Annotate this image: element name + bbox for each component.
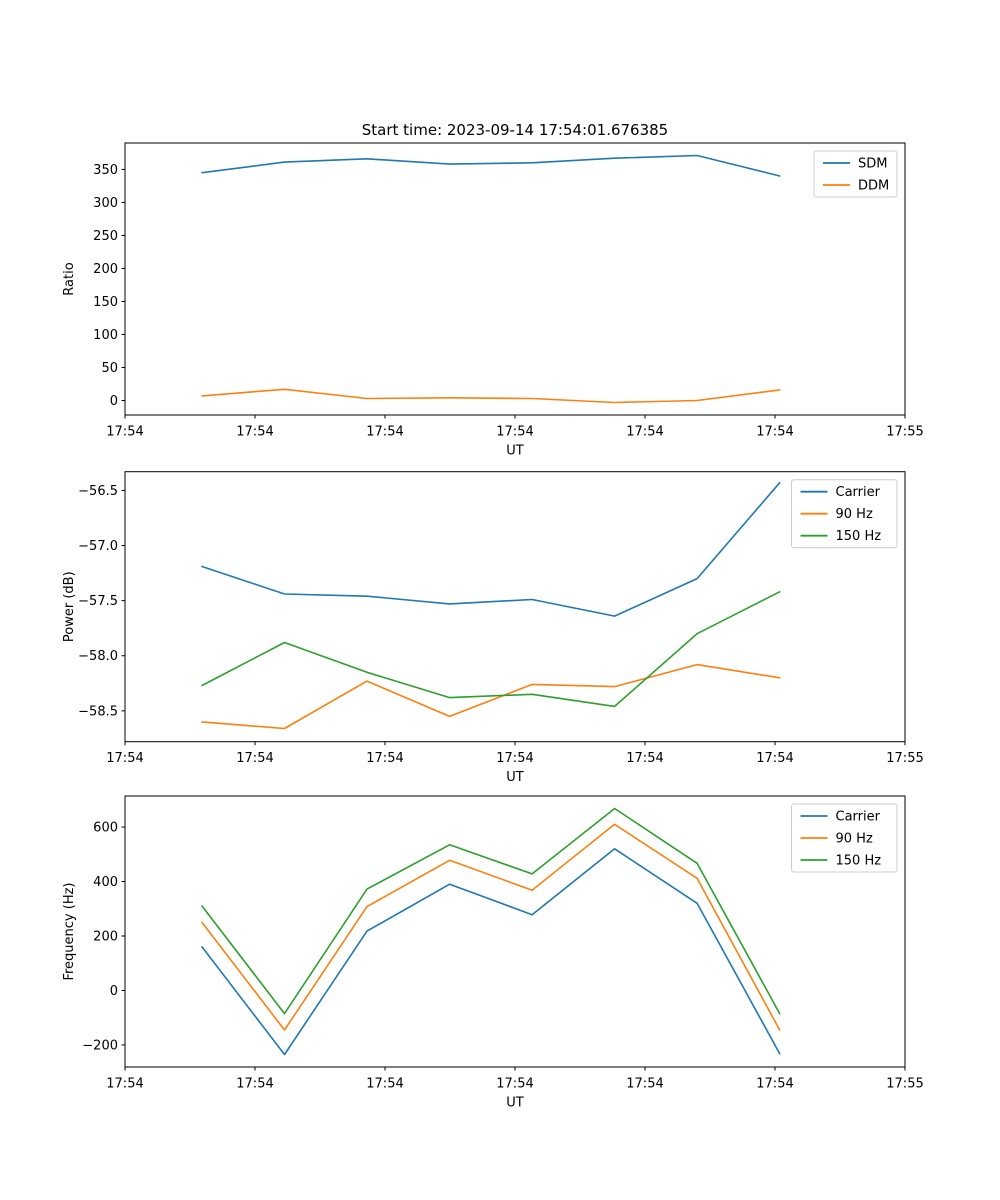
x-tick-label: 17:54 [366,751,403,766]
x-tick-label: 17:54 [366,425,403,440]
x-tick-label: 17:54 [106,751,143,766]
y-tick-label: 150 [93,295,118,310]
x-tick-label: 17:55 [886,425,923,440]
x-tick-label: 17:54 [496,425,533,440]
y-axis-label: Frequency (Hz) [62,882,77,980]
x-tick-label: 17:54 [626,425,663,440]
subplot-ratio: 0 50 100 150 200 250 300 350 17:54 17:54 17:54 17:5… [62,142,924,459]
y-tick-label: −58.0 [78,649,118,664]
legend-label-carrier: Carrier [836,485,881,500]
legend-box [791,479,898,549]
y-tick-label: 300 [93,196,118,211]
x-tick-label: 17:54 [756,1077,793,1092]
y-tick-label: 400 [93,875,118,890]
x-tick-label: 17:54 [496,1077,533,1092]
90-hz-line [201,823,781,1031]
x-tick-label: 17:54 [106,1077,143,1092]
y-axis-label: Ratio [62,262,77,295]
y-tick-label: 350 [93,163,118,178]
x-axis-label: UT [506,444,524,459]
figure-title: Start time: 2023-09-14 17:54:01.676385 [361,121,669,139]
x-tick-label: 17:55 [886,751,923,766]
x-tick-label: 17:54 [496,751,533,766]
y-tick-label: 200 [93,929,118,944]
legend-label-90-hz: 90 Hz [836,832,873,847]
y-axis-label: Power (dB) [62,571,77,642]
y-tick-label: −200 [82,1038,118,1053]
y-tick-label: 250 [93,229,118,244]
legend-label-90-hz: 90 Hz [836,507,873,522]
legend-label-carrier: Carrier [836,810,881,825]
x-tick-label: 17:54 [106,425,143,440]
legend: Carrier 90 Hz 150 Hz [791,803,898,873]
x-tick-label: 17:54 [366,1077,403,1092]
y-tick-label: −56.5 [78,484,118,499]
legend-label-ddm: DDM [858,179,889,194]
x-tick-label: 17:54 [236,425,273,440]
x-tick-label: 17:54 [626,751,663,766]
x-tick-label: 17:54 [236,1077,273,1092]
y-tick-label: 600 [93,821,118,836]
x-tick-label: 17:54 [756,751,793,766]
y-tick-label: −57.5 [78,594,118,609]
x-axis-label: UT [506,770,524,785]
y-tick-label: −58.5 [78,704,118,719]
y-tick-label: −57.0 [78,539,118,554]
y-tick-label: 50 [101,361,118,376]
x-tick-label: 17:54 [756,425,793,440]
x-axis-label: UT [506,1096,524,1111]
ddm-line [201,388,781,404]
legend-box [791,803,898,873]
90-hz-line [201,663,781,730]
y-tick-label: 0 [110,394,118,409]
axes-box [124,795,906,1068]
x-tick-label: 17:55 [886,1077,923,1092]
x-tick-label: 17:54 [626,1077,663,1092]
150-hz-line [201,807,781,1015]
axes-box [124,142,906,416]
sdm-line [201,154,781,177]
subplot-power: −56.5 −57.0 −57.5 −58.0 −58.5 17:54 17:54 17:54… [62,471,924,785]
subplot-frequency: −200 0 200 400 600 17:54 17:54 17:54 17:54 17:54 1… [62,795,924,1111]
y-tick-label: 0 [110,984,118,999]
150-hz-line [201,590,781,708]
axes-box [124,471,906,743]
carrier-line [201,481,781,617]
y-tick-label: 100 [93,328,118,343]
legend: Carrier 90 Hz 150 Hz [791,479,898,549]
carrier-line [201,847,781,1056]
x-tick-label: 17:54 [236,751,273,766]
y-tick-label: 200 [93,262,118,277]
legend-label-sdm: SDM [858,157,887,172]
legend-label-150-hz: 150 Hz [836,854,882,869]
legend-label-150-hz: 150 Hz [836,529,882,544]
legend: SDM DDM [813,150,898,198]
